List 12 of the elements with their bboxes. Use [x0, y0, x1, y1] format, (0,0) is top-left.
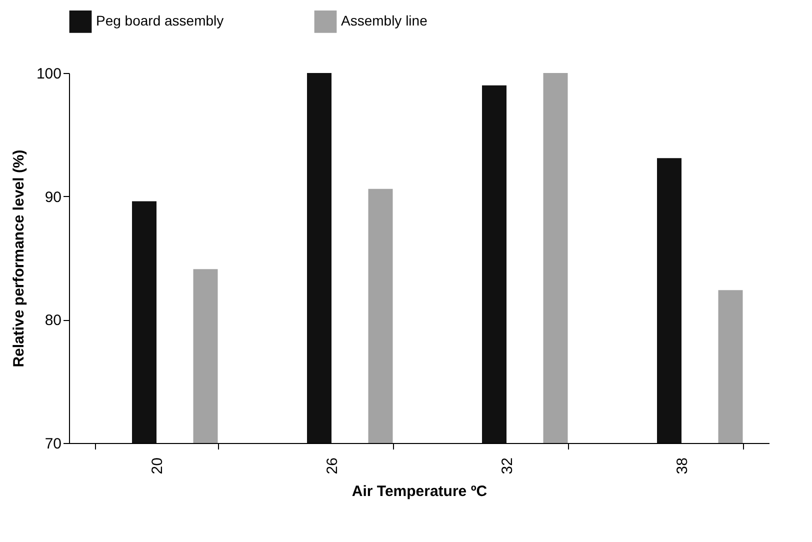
- x-tick-label: 38: [674, 458, 691, 474]
- y-tick-label: 100: [36, 66, 62, 82]
- x-tick-label: 32: [499, 458, 516, 474]
- y-tick-label: 70: [44, 436, 62, 452]
- x-tick-label: 26: [324, 458, 341, 474]
- legend-label: Peg board assembly: [96, 12, 224, 29]
- legend-label: Assembly line: [341, 12, 428, 29]
- y-tick-label: 80: [44, 312, 62, 330]
- x-tick-label: 20: [149, 458, 166, 474]
- y-axis-title: Relative performance level (%): [10, 150, 28, 368]
- x-axis-title: Air Temperature ºC: [352, 483, 488, 500]
- y-tick-label: 90: [44, 188, 62, 206]
